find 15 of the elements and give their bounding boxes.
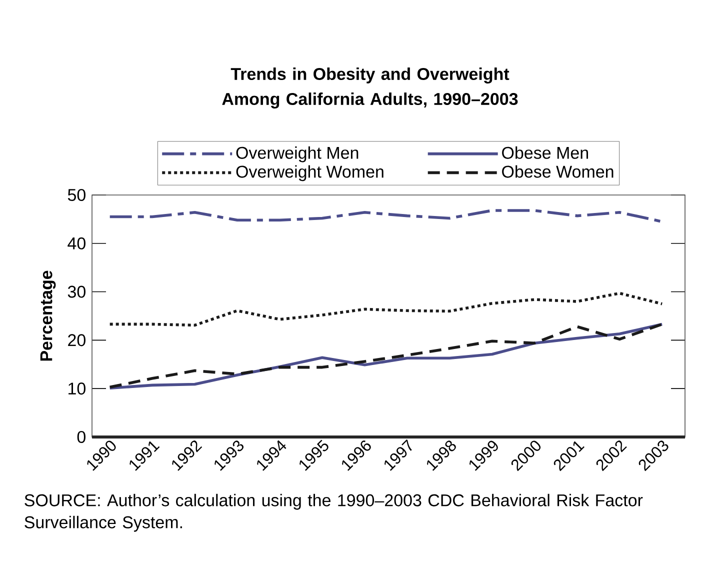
y-axis-title: Percentage xyxy=(40,270,56,361)
line-series xyxy=(108,209,664,224)
line-series xyxy=(108,292,664,327)
y-tick-label: 50 xyxy=(68,188,86,202)
legend-label: Overweight Women xyxy=(236,165,384,182)
y-tick-label: 20 xyxy=(68,334,86,346)
y-tick-label: 0 xyxy=(77,430,86,444)
legend-label: Obese Men xyxy=(502,146,588,159)
legend-label: Obese Women xyxy=(502,165,614,178)
chart-title: Trends in Obesity and Overweight Among California Adults, 1990–2003 xyxy=(222,68,518,108)
source-note: SOURCE: Author’s calculation using the 1990–2003 CDC Behavioral Risk Factor Surveillance System. xyxy=(24,494,643,532)
y-tick-label: 10 xyxy=(68,382,86,395)
y-tick-label: 30 xyxy=(68,286,86,298)
y-tick-label: 40 xyxy=(68,237,86,250)
legend-label: Overweight Men xyxy=(236,146,358,162)
